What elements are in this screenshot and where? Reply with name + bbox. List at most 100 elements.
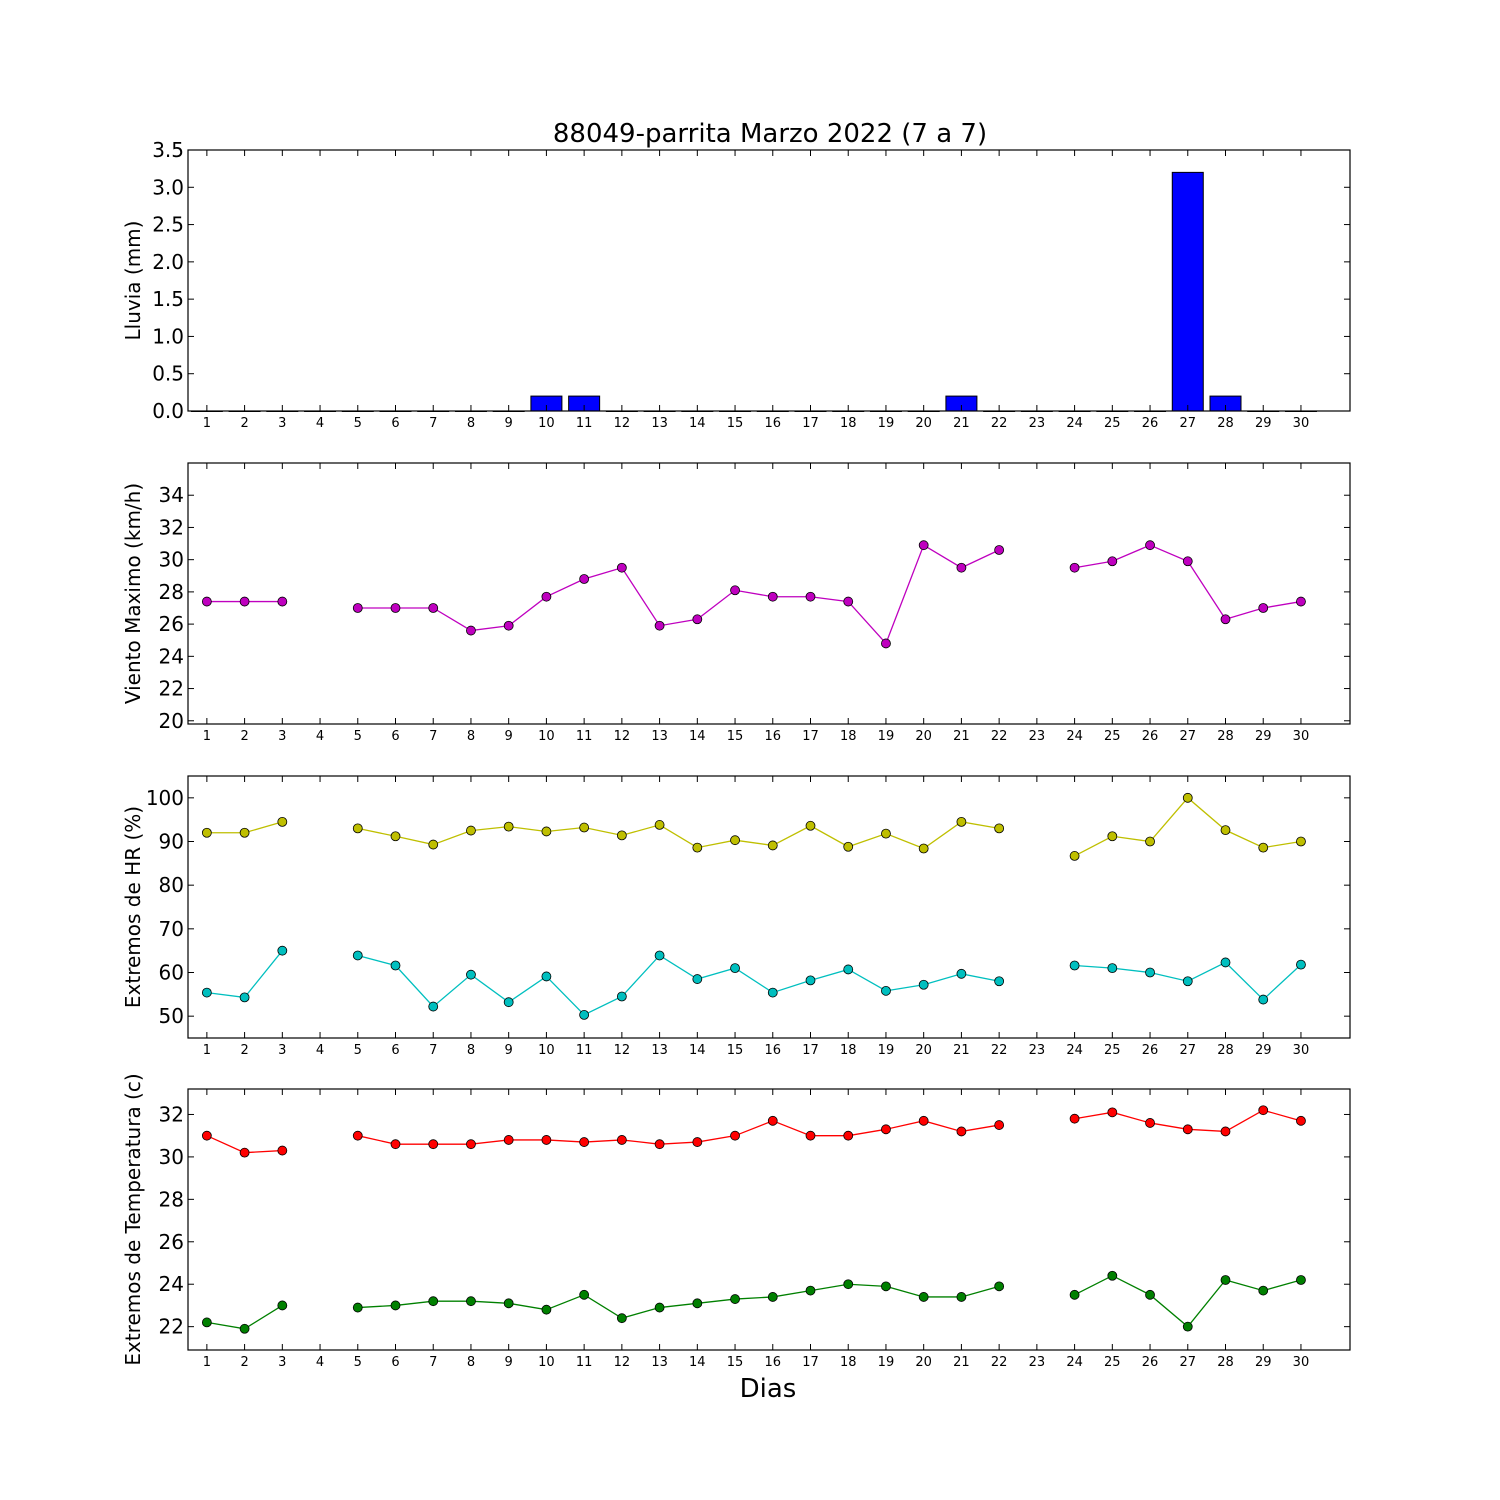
y-tick-label: 26 <box>159 612 184 636</box>
series-0-point-day-18 <box>843 596 854 607</box>
x-tick-label: 29 <box>1255 416 1272 431</box>
x-tick-label: 5 <box>354 416 362 431</box>
series-0-point-day-8 <box>466 825 476 836</box>
x-tick-label: 24 <box>1066 729 1083 744</box>
series-0-point-day-14 <box>692 1137 703 1147</box>
series-0-point-day-3 <box>277 1145 288 1156</box>
series-0-point-day-12 <box>616 562 627 573</box>
y-axis-label: Viento Maximo (km/h) <box>121 483 145 704</box>
series-0-point-day-7 <box>428 839 439 850</box>
series-1-point-day-15 <box>730 963 740 974</box>
series-0-point-day-12 <box>616 1135 627 1145</box>
series-0-point-day-19 <box>881 828 891 839</box>
series-1-point-day-25 <box>1107 963 1118 974</box>
x-tick-label: 15 <box>727 416 744 431</box>
series-0-point-day-15 <box>730 835 740 846</box>
x-tick-label: 21 <box>953 1355 970 1370</box>
series-0-point-day-25 <box>1107 1107 1118 1118</box>
bar-day-27 <box>1171 171 1204 412</box>
x-tick-label: 3 <box>278 1043 286 1058</box>
series-0-point-day-14 <box>692 842 703 853</box>
series-0-point-day-27 <box>1182 556 1193 567</box>
x-tick-label: 29 <box>1255 729 1272 744</box>
x-tick-label: 7 <box>429 1355 437 1370</box>
x-tick-label: 15 <box>727 1043 744 1058</box>
x-tick-label: 13 <box>651 729 668 744</box>
x-tick-label: 19 <box>878 729 895 744</box>
x-tick-label: 23 <box>1029 1043 1046 1058</box>
y-tick-label: 28 <box>159 1187 184 1211</box>
x-tick-label: 14 <box>689 1355 706 1370</box>
x-tick-label: 23 <box>1029 416 1046 431</box>
series-0-point-day-9 <box>503 620 514 631</box>
x-tick-label: 18 <box>840 729 857 744</box>
y-tick-label: 34 <box>159 483 184 507</box>
series-0-point-day-10 <box>541 826 552 837</box>
series-0-point-day-20 <box>918 540 929 551</box>
x-tick-label: 3 <box>278 1355 286 1370</box>
axes-frame <box>187 462 1351 725</box>
series-1-point-day-13 <box>654 1302 665 1313</box>
series-0-point-day-17 <box>805 591 816 602</box>
y-tick-label: 90 <box>159 830 184 854</box>
x-tick-label: 5 <box>354 729 362 744</box>
x-tick-label: 23 <box>1029 1355 1046 1370</box>
y-tick-label: 24 <box>159 644 184 668</box>
x-tick-label: 8 <box>467 1043 475 1058</box>
series-0-point-day-1 <box>201 827 212 838</box>
series-0-point-day-1 <box>201 596 212 607</box>
series-1-point-day-19 <box>881 1281 891 1292</box>
series-1-point-day-25 <box>1107 1270 1118 1281</box>
y-tick-label: 28 <box>159 580 184 604</box>
series-0-point-day-24 <box>1069 1113 1080 1124</box>
x-tick-label: 14 <box>689 729 706 744</box>
x-tick-label: 17 <box>802 1043 819 1058</box>
x-tick-label: 2 <box>240 1043 248 1058</box>
x-tick-label: 13 <box>651 1355 668 1370</box>
series-0-point-day-16 <box>767 1115 778 1126</box>
series-1-point-day-27 <box>1182 1321 1193 1332</box>
series-1-point-day-30 <box>1296 1275 1306 1285</box>
series-1-point-day-8 <box>466 969 476 980</box>
x-tick-label: 16 <box>764 416 781 431</box>
series-0-point-day-6 <box>390 603 401 613</box>
series-1-point-day-21 <box>956 968 967 979</box>
series-0-point-day-19 <box>881 1124 891 1135</box>
series-0-point-day-24 <box>1069 562 1080 573</box>
series-1-point-day-15 <box>730 1294 740 1304</box>
series-0-point-day-2 <box>239 827 250 838</box>
series-1-point-day-11 <box>579 1009 590 1020</box>
series-1-line-1 <box>357 954 1000 1016</box>
x-tick-label: 4 <box>316 729 324 744</box>
series-0-point-day-25 <box>1107 831 1118 842</box>
x-tick-label: 28 <box>1217 1355 1234 1370</box>
x-tick-label: 3 <box>278 729 286 744</box>
x-tick-label: 17 <box>802 729 819 744</box>
x-tick-label: 17 <box>802 1355 819 1370</box>
x-tick-label: 30 <box>1293 1355 1310 1370</box>
series-0-point-day-22 <box>994 545 1005 555</box>
series-0-point-day-15 <box>730 1130 740 1141</box>
series-0-point-day-17 <box>805 1130 816 1141</box>
x-tick-label: 22 <box>991 416 1008 431</box>
series-1-line-0 <box>206 950 283 999</box>
x-tick-label: 14 <box>689 1043 706 1058</box>
y-tick-label: 32 <box>159 1102 184 1126</box>
series-0-point-day-8 <box>466 625 476 636</box>
x-tick-label: 13 <box>651 416 668 431</box>
series-0-point-day-16 <box>767 591 778 602</box>
series-1-point-day-16 <box>767 1292 778 1302</box>
y-tick-label: 50 <box>159 1004 184 1028</box>
series-0-point-day-28 <box>1220 1126 1231 1137</box>
series-0-point-day-1 <box>201 1130 212 1141</box>
series-1-point-day-2 <box>239 1323 250 1334</box>
series-0-point-day-30 <box>1296 836 1306 847</box>
x-tick-label: 8 <box>467 416 475 431</box>
x-tick-label: 28 <box>1217 416 1234 431</box>
y-axis-label: Lluvia (mm) <box>121 221 145 341</box>
x-tick-label: 9 <box>505 1043 513 1058</box>
y-tick-label: 26 <box>159 1230 184 1254</box>
x-tick-label: 20 <box>915 1355 932 1370</box>
axes-frame <box>187 775 1351 1039</box>
